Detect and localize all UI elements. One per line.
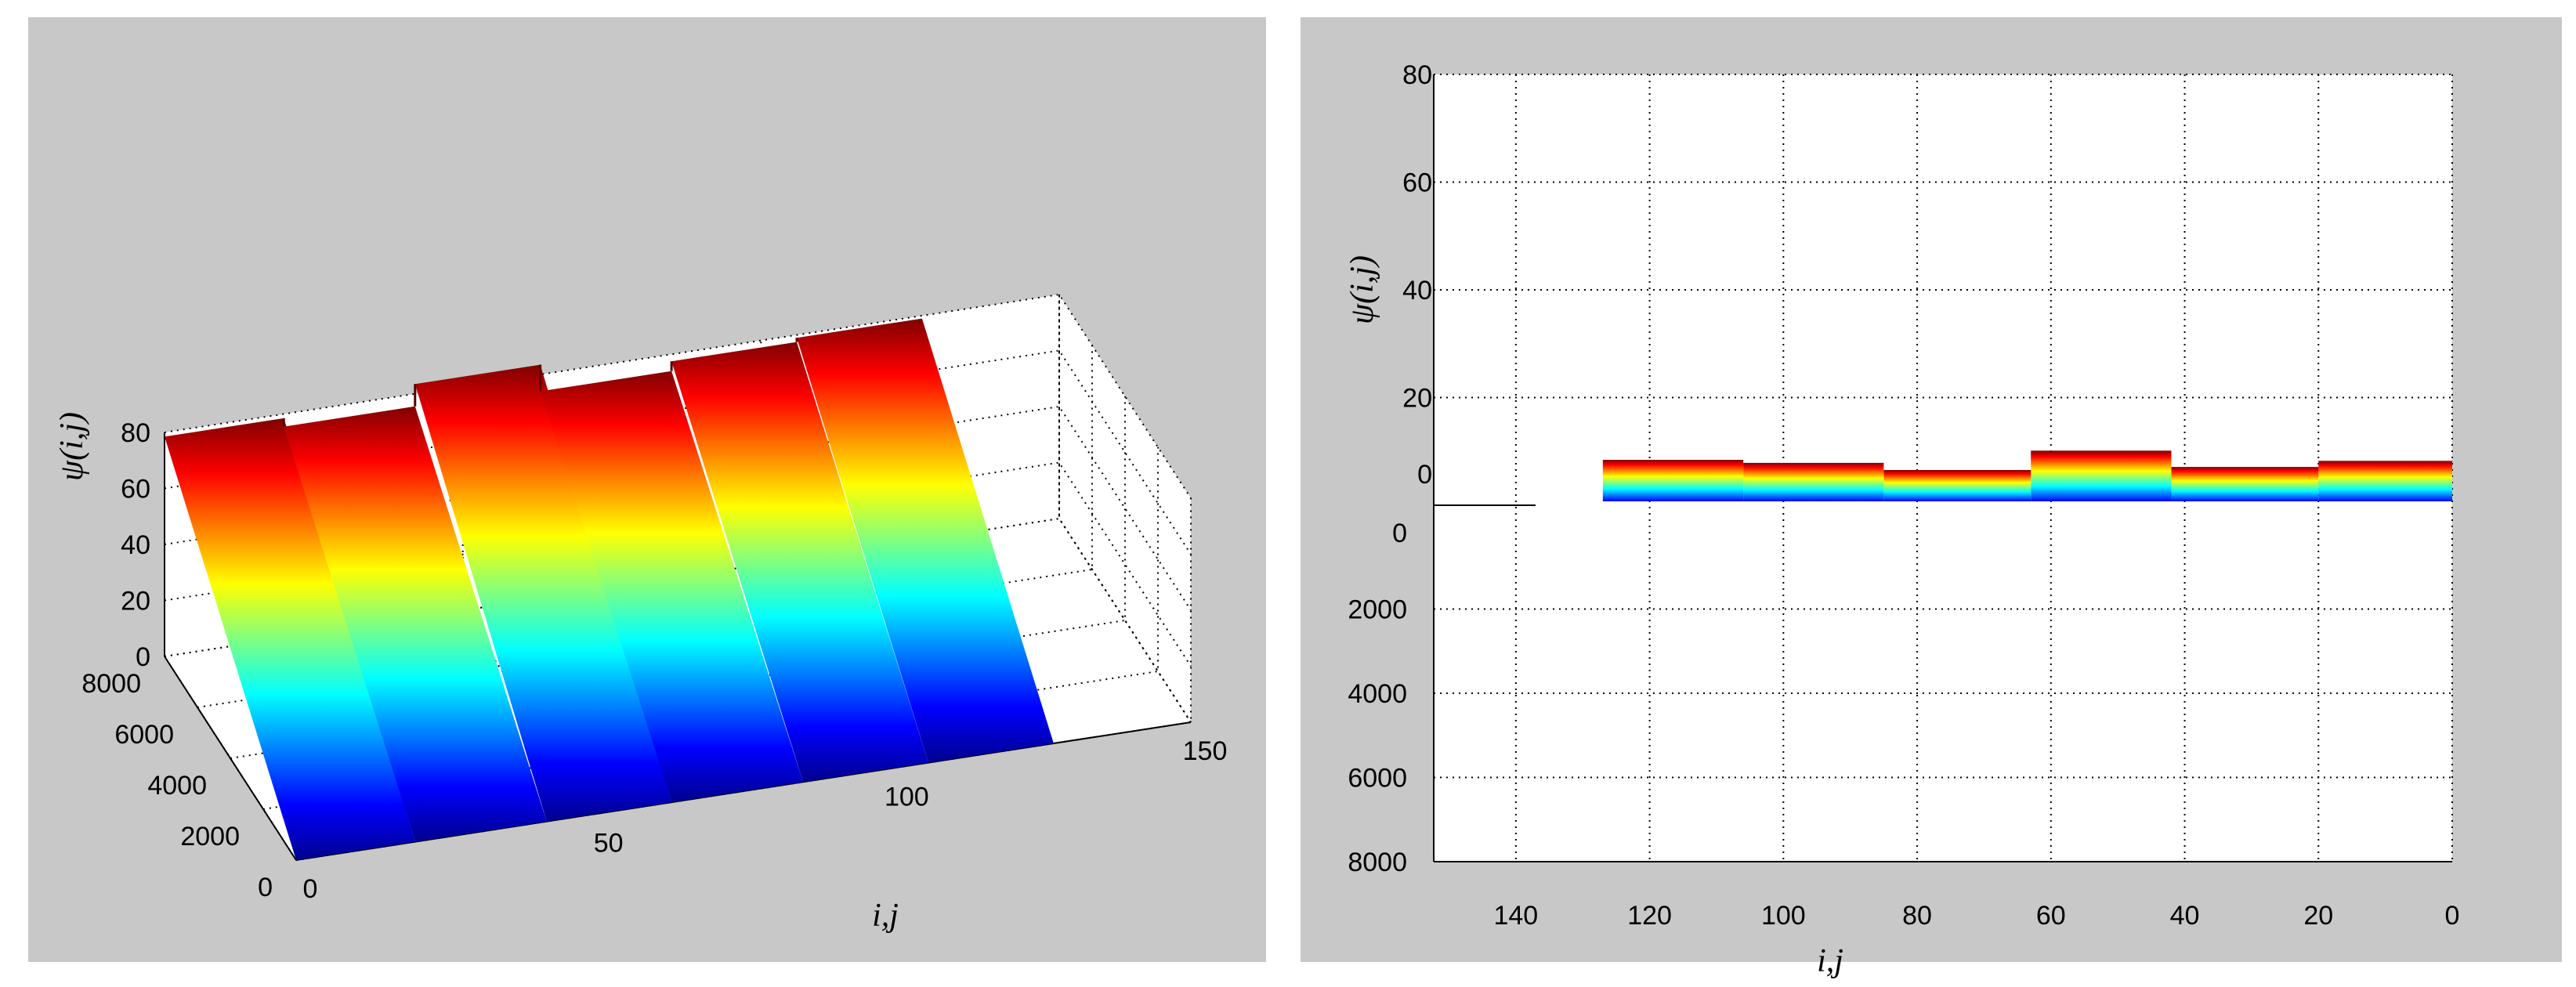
x-tick-label: 20 [2303,901,2333,931]
x-tick-label: 150 [1183,736,1228,766]
surface [165,318,1054,860]
surface-strip [165,418,416,860]
z-tick-label: 40 [121,530,150,560]
surface-band [1602,450,2452,501]
left-3d-surface-plot: 0 20 40 60 80 0 50 100 150 0 2000 4000 6000 8000 ψ(i,… [28,17,1266,962]
band-segment [2171,467,2319,501]
y-tick-label: 8000 [81,669,141,699]
z-tick-label: 0 [1417,460,1432,490]
right-x-axis-label: i,j [1817,943,1843,979]
surface-strip [284,406,547,842]
z-tick-label: 80 [1402,60,1432,90]
z-tick-label: 80 [121,418,150,448]
band-segment [1883,470,2031,501]
z-tick-label: 20 [1402,384,1432,414]
band-segment [2318,461,2452,501]
z-tick-label: 0 [136,642,150,672]
surface-strip [540,371,804,803]
depth-tick-label: 2000 [1348,595,1407,625]
y-axis-line [164,656,297,861]
x-axis-label: i,j [872,898,899,934]
x-tick-label: 100 [1761,901,1806,931]
z-tick-label: 20 [121,587,150,616]
depth-tick-label: 6000 [1348,764,1407,794]
depth-tick-label: 4000 [1348,679,1407,709]
x-tick-label: 0 [303,874,318,904]
y-tick-label: 0 [258,873,273,902]
right-z-axis-label: ψ(i,j) [1344,255,1380,324]
surface-strip [414,364,672,822]
z-grid-line [164,461,1192,667]
x-tick-label: 100 [885,783,929,812]
y-tick-label: 2000 [180,822,240,851]
x-tick-label: 80 [1902,901,1932,931]
z-tick-label: 40 [1402,276,1432,306]
x-tick-label: 0 [2445,901,2460,931]
right-side-view-plot: 140 120 100 80 60 40 20 00204060800200040006000… [1301,17,2562,979]
z-tick-label: 60 [1402,168,1432,198]
grid [1433,74,2453,862]
z-axis-label: ψ(i,j) [54,412,90,481]
x-tick-label: 140 [1493,901,1538,931]
y-tick-label: 6000 [114,720,174,750]
depth-tick-label: 0 [1392,519,1407,548]
x-tick-label: 120 [1627,901,1672,931]
surface-strip [797,318,1054,763]
x-tick-label: 50 [594,828,624,858]
tick-labels: 0 20 40 60 80 0 50 100 150 0 2000 4000 6000 8000 [81,418,1227,904]
band-segment [1602,460,1744,501]
band-segment [1743,462,1884,501]
x-tick-label: 40 [2170,901,2200,931]
surface-strip [671,342,928,783]
tick-labels: 140 120 100 80 60 40 20 00204060800200040006000… [1348,60,2459,931]
y-tick-label: 4000 [147,771,207,801]
x-tick-label: 60 [2036,901,2066,931]
band-segment [2031,450,2172,501]
z-tick-label: 60 [121,475,150,504]
depth-tick-label: 8000 [1348,848,1407,877]
